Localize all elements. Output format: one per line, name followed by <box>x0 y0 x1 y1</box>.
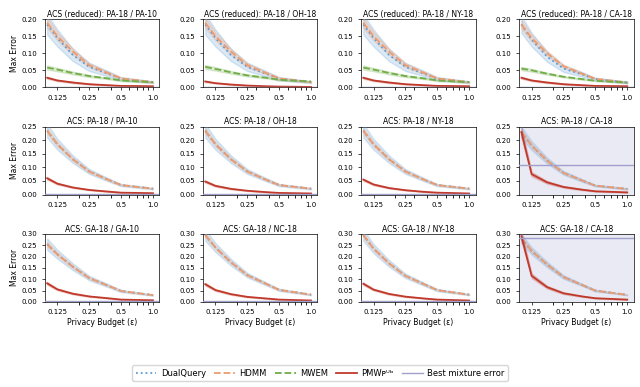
Title: ACS: PA-18 / OH-18: ACS: PA-18 / OH-18 <box>224 117 296 126</box>
Title: ACS (reduced): PA-18 / OH-18: ACS (reduced): PA-18 / OH-18 <box>204 10 316 19</box>
Title: ACS: GA-18 / GA-10: ACS: GA-18 / GA-10 <box>65 224 139 233</box>
Title: ACS: PA-18 / NY-18: ACS: PA-18 / NY-18 <box>383 117 454 126</box>
Title: ACS: PA-18 / PA-10: ACS: PA-18 / PA-10 <box>67 117 138 126</box>
Title: ACS: PA-18 / CA-18: ACS: PA-18 / CA-18 <box>541 117 612 126</box>
Title: ACS (reduced): PA-18 / NY-18: ACS (reduced): PA-18 / NY-18 <box>363 10 474 19</box>
X-axis label: Privacy Budget (ε): Privacy Budget (ε) <box>225 318 295 327</box>
Y-axis label: Max Error: Max Error <box>10 35 19 72</box>
Legend: DualQuery, HDMM, MWEM, PMWᴘᵁᵇ, Best mixture error: DualQuery, HDMM, MWEM, PMWᴘᵁᵇ, Best mixt… <box>132 365 508 381</box>
Title: ACS (reduced): PA-18 / CA-18: ACS (reduced): PA-18 / CA-18 <box>521 10 632 19</box>
Title: ACS: GA-18 / CA-18: ACS: GA-18 / CA-18 <box>540 224 613 233</box>
X-axis label: Privacy Budget (ε): Privacy Budget (ε) <box>383 318 453 327</box>
Title: ACS: GA-18 / NC-18: ACS: GA-18 / NC-18 <box>223 224 297 233</box>
Y-axis label: Max Error: Max Error <box>10 142 19 179</box>
X-axis label: Privacy Budget (ε): Privacy Budget (ε) <box>67 318 137 327</box>
X-axis label: Privacy Budget (ε): Privacy Budget (ε) <box>541 318 611 327</box>
Title: ACS (reduced): PA-18 / PA-10: ACS (reduced): PA-18 / PA-10 <box>47 10 157 19</box>
Y-axis label: Max Error: Max Error <box>10 249 19 286</box>
Title: ACS: GA-18 / NY-18: ACS: GA-18 / NY-18 <box>382 224 454 233</box>
